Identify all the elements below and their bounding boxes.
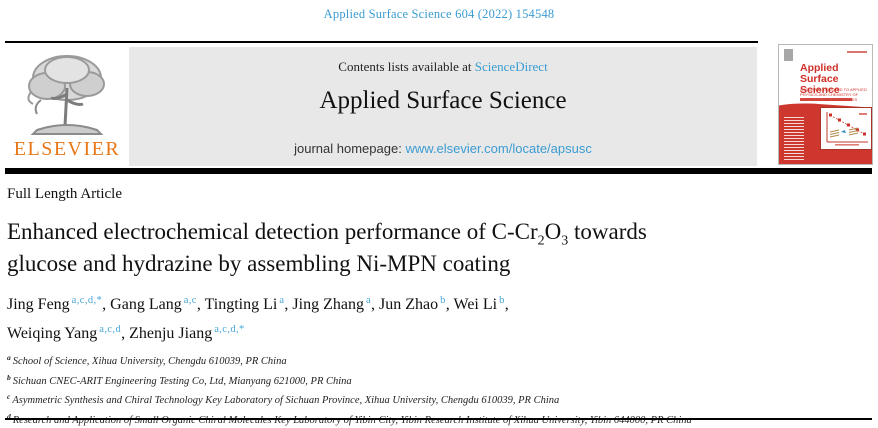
- cover-tagline-bar: [800, 98, 852, 101]
- author-affiliation-marks[interactable]: a,c: [184, 295, 197, 306]
- cover-chart: [820, 107, 872, 150]
- affiliation-text: Sichuan CNEC-ARIT Engineering Testing Co…: [13, 376, 352, 387]
- title-subscript-2: 2: [538, 234, 545, 249]
- author-separator: ,: [121, 325, 129, 342]
- author-separator: ,: [102, 296, 110, 313]
- masthead-divider-bar: [5, 168, 872, 174]
- title-text-3: towards: [568, 219, 647, 244]
- contents-line: Contents lists available at ScienceDirec…: [129, 59, 757, 75]
- cover-logo-mark: [784, 49, 793, 61]
- sciencedirect-link[interactable]: ScienceDirect: [475, 59, 548, 74]
- contents-text: Contents lists available at: [338, 59, 474, 74]
- author-affiliation-marks[interactable]: a,c,d: [99, 324, 121, 335]
- paper-title: Enhanced electrochemical detection perfo…: [7, 216, 777, 280]
- affiliation-text: Asymmetric Synthesis and Chiral Technolo…: [12, 395, 559, 406]
- elsevier-logo[interactable]: ELSEVIER: [8, 48, 126, 166]
- title-line-2: glucose and hydrazine by assembling Ni-M…: [7, 251, 510, 276]
- affiliation-label: c: [7, 392, 10, 401]
- affiliation-text: Research and Application of Small Organi…: [13, 415, 692, 426]
- author-separator: ,: [505, 296, 509, 313]
- journal-title: Applied Surface Science: [129, 87, 757, 115]
- elsevier-wordmark: ELSEVIER: [8, 138, 126, 161]
- bottom-rule: [5, 418, 872, 420]
- homepage-line: journal homepage: www.elsevier.com/locat…: [129, 141, 757, 156]
- author-separator: ,: [197, 296, 205, 313]
- homepage-label: journal homepage:: [294, 141, 405, 156]
- top-rule: [5, 41, 758, 43]
- title-text-1: Enhanced electrochemical detection perfo…: [7, 219, 538, 244]
- affiliation-text: School of Science, Xihua University, Che…: [13, 356, 287, 367]
- article-type-label: Full Length Article: [7, 186, 122, 203]
- homepage-link[interactable]: www.elsevier.com/locate/apsusc: [405, 141, 591, 156]
- journal-citation[interactable]: Applied Surface Science 604 (2022) 15454…: [0, 7, 878, 22]
- cover-editor-list: [784, 117, 804, 161]
- masthead-banner: Contents lists available at ScienceDirec…: [129, 47, 757, 166]
- title-text-2: O: [545, 219, 562, 244]
- elsevier-tree-icon: [17, 48, 117, 140]
- journal-cover-thumbnail[interactable]: Applied Surface Science A JOURNAL DEVOTE…: [778, 44, 873, 165]
- cover-issue-text: [847, 51, 867, 53]
- author-separator: ,: [371, 296, 379, 313]
- author-separator: ,: [446, 296, 454, 313]
- author-affiliation-marks[interactable]: a,c,d,*: [72, 295, 103, 306]
- affiliation-label: a: [7, 353, 11, 362]
- affiliation-label: b: [7, 373, 11, 382]
- author-affiliation-marks[interactable]: a,c,d,*: [214, 324, 245, 335]
